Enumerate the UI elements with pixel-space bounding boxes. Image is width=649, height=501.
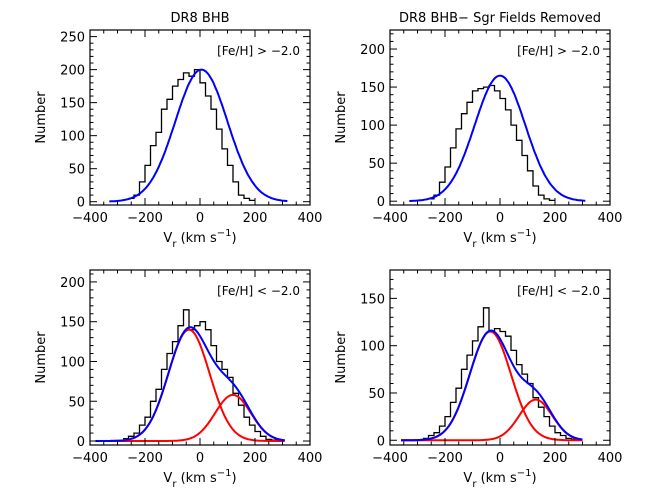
x-tick-label: 0 — [196, 451, 204, 466]
x-tick-label: 0 — [496, 451, 504, 466]
x-tick-label: 400 — [598, 211, 623, 226]
y-tick-label: 200 — [60, 64, 85, 79]
y-tick-label: 0 — [77, 435, 85, 450]
x-tick-label: 200 — [243, 451, 268, 466]
x-tick-label: −200 — [127, 211, 163, 226]
x-tick-label: 400 — [298, 211, 323, 226]
x-tick-label: −400 — [72, 211, 108, 226]
fit-curve-blue — [401, 329, 583, 442]
y-axis-title: Number — [334, 91, 349, 144]
x-tick-label: −200 — [127, 451, 163, 466]
panel-3: −400 −200 0 200 400 0 50 100 150 200 [Fe/H] < −2.0… — [34, 269, 323, 490]
panel-title: DR8 BHB− Sgr Fields Removed — [399, 11, 601, 26]
x-tick-label: 200 — [543, 211, 568, 226]
x-tick-label: 200 — [543, 451, 568, 466]
fit-curve-blue — [409, 74, 586, 202]
y-tick-label: 250 — [60, 31, 85, 46]
metallicity-annotation: [Fe/H] > −2.0 — [517, 44, 600, 58]
panel-title: DR8 BHB — [170, 11, 229, 26]
x-axis-title: Vr (km s−1) — [163, 228, 236, 250]
x-tick-label: 0 — [496, 211, 504, 226]
histogram-steps — [428, 84, 555, 202]
x-tick-label: −400 — [372, 211, 408, 226]
y-axis-title: Number — [334, 331, 349, 384]
x-tick-label: −200 — [427, 451, 463, 466]
y-tick-label: 50 — [68, 395, 85, 410]
y-tick-label: 150 — [60, 97, 85, 112]
y-tick-label: 150 — [360, 292, 385, 307]
y-tick-label: 100 — [60, 130, 85, 145]
x-tick-label: 400 — [298, 451, 323, 466]
fit-curve-red — [95, 328, 285, 442]
y-tick-label: 50 — [368, 157, 385, 172]
x-axis-title: Vr (km s−1) — [463, 468, 536, 490]
y-tick-label: 200 — [60, 276, 85, 291]
y-tick-label: 150 — [60, 316, 85, 331]
x-tick-label: 400 — [598, 451, 623, 466]
x-tick-label: 0 — [196, 211, 204, 226]
y-tick-label: 0 — [377, 434, 385, 449]
y-tick-label: 0 — [377, 195, 385, 210]
x-tick-label: 200 — [243, 211, 268, 226]
y-tick-label: 100 — [360, 340, 385, 355]
fit-curve-red — [401, 330, 583, 442]
metallicity-annotation: [Fe/H] < −2.0 — [517, 284, 600, 298]
y-tick-label: 100 — [60, 355, 85, 370]
fit-curve-red — [95, 393, 285, 442]
x-tick-label: −400 — [372, 451, 408, 466]
x-axis-title: Vr (km s−1) — [163, 468, 236, 490]
fit-curve-blue — [109, 68, 288, 203]
y-tick-label: 150 — [360, 81, 385, 96]
metallicity-annotation: [Fe/H] > −2.0 — [217, 44, 300, 58]
panel-1: −400 −200 0 200 400 0 50 100 150 200 250 DR8 BHB [Fe… — [34, 11, 322, 250]
y-tick-label: 0 — [77, 196, 85, 211]
histogram-steps — [423, 307, 583, 441]
y-tick-label: 100 — [360, 119, 385, 134]
metallicity-annotation: [Fe/H] < −2.0 — [217, 284, 300, 298]
x-tick-label: −200 — [427, 211, 463, 226]
y-axis-title: Number — [34, 331, 49, 384]
y-axis-title: Number — [34, 91, 49, 144]
panel-4: −400 −200 0 200 400 0 50 100 150 [Fe/H] < −2.0 Vr … — [334, 269, 623, 490]
y-tick-label: 50 — [368, 387, 385, 402]
y-tick-label: 50 — [68, 163, 85, 178]
histogram-steps — [123, 309, 283, 442]
fit-curve-blue — [95, 326, 285, 442]
histogram-steps — [128, 68, 255, 202]
x-axis-title: Vr (km s−1) — [463, 228, 536, 250]
y-tick-label: 200 — [360, 43, 385, 58]
panel-2: −400 −200 0 200 400 0 50 100 150 200 DR8 BHB− Sgr … — [334, 11, 622, 250]
x-tick-label: −400 — [72, 451, 108, 466]
